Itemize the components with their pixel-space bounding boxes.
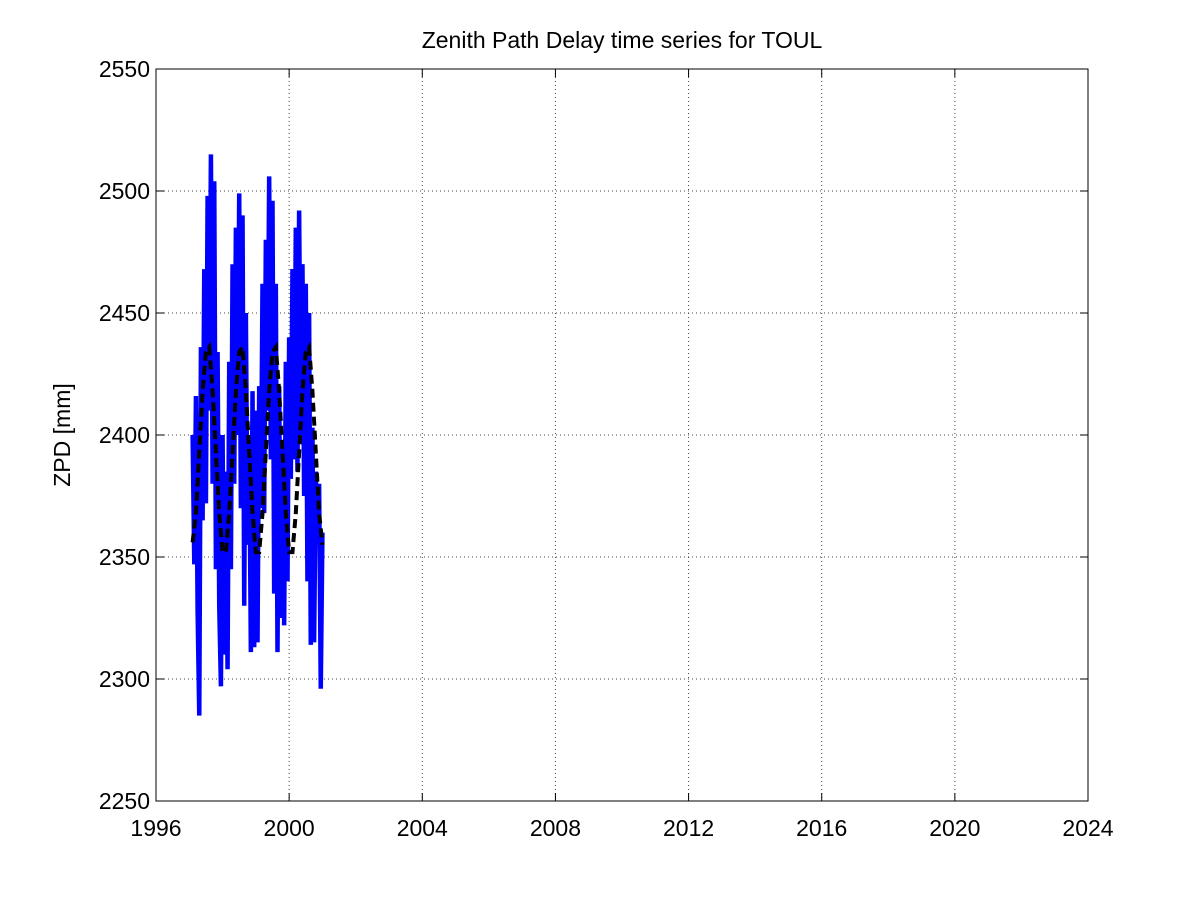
fit-line bbox=[190, 341, 325, 555]
y-tick-label: 2400 bbox=[99, 422, 150, 448]
data-line bbox=[190, 154, 325, 716]
x-tick-label: 2008 bbox=[530, 815, 581, 841]
y-tick-label: 2350 bbox=[99, 544, 150, 570]
x-tick-label: 2024 bbox=[1062, 815, 1113, 841]
y-axis-label: ZPD [mm] bbox=[49, 383, 75, 487]
plot-frame bbox=[155, 68, 1089, 802]
x-tick-label: 2020 bbox=[929, 815, 980, 841]
y-tick-label: 2450 bbox=[99, 300, 150, 326]
y-tick-label: 2500 bbox=[99, 178, 150, 204]
x-tick-label: 2016 bbox=[796, 815, 847, 841]
x-tick-label: 2004 bbox=[397, 815, 448, 841]
chart-title: Zenith Path Delay time series for TOUL bbox=[422, 27, 823, 53]
x-tick-label: 2000 bbox=[264, 815, 315, 841]
y-tick-label: 2550 bbox=[99, 56, 150, 82]
y-tick-label: 2300 bbox=[99, 666, 150, 692]
y-tick-label: 2250 bbox=[99, 788, 150, 814]
x-tick-label: 1996 bbox=[130, 815, 181, 841]
x-tick-label: 2012 bbox=[663, 815, 714, 841]
